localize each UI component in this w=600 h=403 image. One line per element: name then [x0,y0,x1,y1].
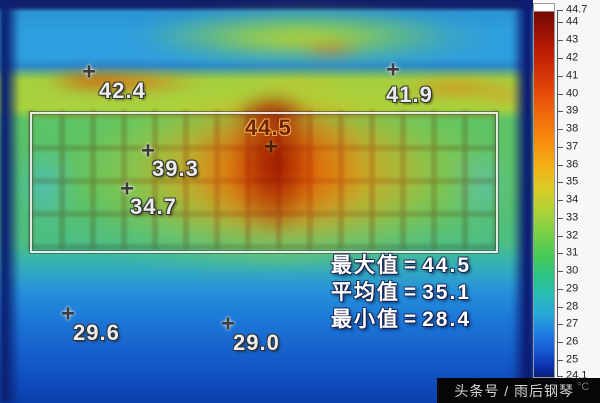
measurement-region-box [30,112,498,253]
stat-min-value: 28.4 [422,308,471,331]
region-statistics: 最大值 = 44.5 平均值 = 35.1 最小值 = 28.4 [331,252,471,333]
crosshair-icon: + [220,310,236,338]
crosshair-icon: + [385,56,401,84]
colorbar-tick-mark [557,235,563,237]
colorbar-tick-label: 39 [566,104,579,117]
colorbar-tick-mark [557,253,563,255]
watermark-bar: 头条号 / 雨后钢琴 [437,378,600,403]
colorbar-tick-label: 43 [566,33,579,46]
watermark-text: 头条号 / 雨后钢琴 [454,382,574,399]
colorbar-tick-mark [557,324,563,326]
colorbar-tick-mark [557,164,563,166]
colorbar-tick-label: 27 [566,317,579,330]
colorbar-tick-label: 28 [566,300,579,313]
colorbar-tick-label: 31 [566,246,579,259]
stat-min-label: 最小值 [330,308,400,331]
colorbar-tick-mark [557,57,563,59]
colorbar-tick-label: 26 [566,335,579,348]
keyboard-key-grid [28,110,498,250]
temp-value: 34.7 [130,194,177,219]
temperature-unit-label: °C [577,381,590,393]
thermal-image: + 42.4 + 41.9 + 44.5 + 39.3 + 34.7 + 29.… [0,0,533,403]
colorbar-tick-mark [557,217,563,219]
colorbar-tick-mark [557,146,563,148]
stat-avg: 平均值 = 35.1 [331,279,471,306]
colorbar-tick-mark [557,342,563,344]
colorbar-tick-mark [557,306,563,308]
stat-avg-value: 35.1 [422,281,471,304]
colorbar-tick-label: 34 [566,193,579,206]
temp-value: 29.0 [233,330,280,355]
temperature-scale-panel: 44.7 44 43 42 41 40 39 38 37 36 35 34 33 32 31 30 29 28 27… [533,0,600,403]
colorbar-tick-label: 37 [566,140,579,153]
colorbar-tick-mark [557,182,563,184]
colorbar-tick-label: 35 [566,175,579,188]
colorbar-tick-label: 33 [566,211,579,224]
colorbar-tick-label: 41 [566,69,579,82]
colorbar-tick-label: 25 [566,353,579,366]
colorbar-tick-label: 24.1 [566,369,588,382]
temp-value: 44.5 [245,115,292,140]
equals-sign: = [403,254,419,277]
laptop-left-edge [0,0,20,403]
colorbar-gradient [533,3,555,378]
colorbar-tick-mark [557,22,563,24]
stat-max-value: 44.5 [422,254,471,277]
colorbar-tick-label: 36 [566,158,579,171]
temp-value: 39.3 [152,156,199,181]
colorbar-tick-label: 30 [566,264,579,277]
crosshair-icon: + [140,137,156,165]
colorbar-tick-mark [557,200,563,202]
crosshair-icon: + [119,175,135,203]
equals-sign: = [403,308,419,331]
colorbar-tick-label: 29 [566,282,579,295]
colorbar-tick-label: 44 [566,15,579,28]
colorbar-tick-label: 40 [566,87,579,99]
stat-max: 最大值 = 44.5 [331,252,471,279]
colorbar-tick-mark [557,75,563,77]
temp-value: 42.4 [99,78,146,103]
colorbar-axis [557,10,558,376]
colorbar-tick-mark [557,111,563,113]
temp-value: 41.9 [386,82,433,107]
colorbar-tick-label: 32 [566,229,579,242]
colorbar-tick-label: 38 [566,122,579,135]
temp-value: 29.6 [73,320,120,345]
stat-avg-label: 平均值 [330,281,400,304]
stat-min: 最小值 = 28.4 [331,306,471,333]
crosshair-icon: + [60,300,76,328]
colorbar-tick-mark [557,129,563,131]
laptop-right-edge [512,0,533,403]
colorbar-tick-label: 44.7 [566,3,588,16]
colorbar-tick-mark [557,40,563,42]
crosshair-icon: + [81,58,97,86]
stat-max-label: 最大值 [330,254,400,277]
colorbar-tick-mark [557,360,563,361]
thermal-heat-blobs [0,0,533,403]
equals-sign: = [403,281,419,304]
colorbar-tick-mark [557,288,563,290]
colorbar-tick-label: 42 [566,51,579,64]
colorbar-tick-mark [557,271,563,273]
colorbar-tick-mark [557,93,563,95]
colorbar-tick-mark [557,10,563,11]
colorbar-tick-mark [557,376,563,377]
crosshair-icon: + [263,133,279,161]
